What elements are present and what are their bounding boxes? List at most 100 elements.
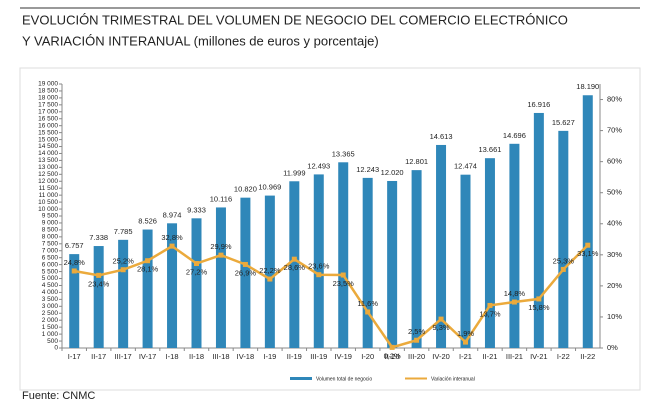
y-tick-label: 14 000	[38, 150, 58, 157]
line-value-label: 2,5%	[408, 327, 425, 336]
line-value-label: 28,1%	[137, 265, 159, 274]
bar	[191, 218, 202, 348]
bar	[533, 112, 544, 348]
bar	[93, 246, 104, 348]
bar	[558, 130, 569, 348]
x-tick-label: I-21	[459, 352, 472, 361]
y-tick-label: 3 500	[42, 296, 59, 303]
bar-value-label: 14.613	[430, 132, 453, 141]
bar	[484, 158, 495, 348]
line-marker	[365, 309, 371, 315]
bar-value-label: 16.916	[527, 100, 550, 109]
y-tick-label: 0	[54, 345, 58, 352]
x-tick-label: II-22	[580, 352, 595, 361]
line-value-label: 32,8%	[161, 233, 183, 242]
line-marker	[414, 337, 420, 343]
line-marker	[316, 272, 322, 278]
y-tick-label: 11 500	[39, 185, 59, 192]
x-tick-label: I-22	[557, 352, 570, 361]
line-value-label: 9,3%	[432, 323, 449, 332]
bar	[313, 174, 324, 348]
line-value-label: 27,2%	[186, 268, 208, 277]
x-tick-label: II-20	[385, 352, 400, 361]
legend-label: Volumen total de negocio	[316, 376, 372, 382]
bar-value-label: 12.493	[307, 161, 330, 170]
y-tick-label: 10 000	[38, 206, 58, 213]
y2-tick-label: 60%	[607, 157, 622, 166]
line-marker	[169, 243, 175, 249]
bar-value-label: 14.696	[503, 131, 526, 140]
line-marker	[267, 276, 273, 282]
y-tick-label: 16 500	[38, 115, 58, 122]
y-tick-label: 2 500	[42, 310, 59, 317]
y-tick-label: 7 000	[42, 247, 59, 254]
y-tick-label: 12 500	[38, 171, 58, 178]
y-tick-label: 15 000	[38, 136, 58, 143]
bar	[509, 143, 520, 348]
line-value-label: 23,5%	[333, 279, 355, 288]
line-value-label: 15,8%	[528, 303, 550, 312]
y2-tick-label: 20%	[607, 281, 622, 290]
bar	[118, 239, 129, 348]
bar	[69, 254, 80, 348]
line-marker	[96, 272, 102, 278]
bar-value-label: 7.785	[114, 227, 133, 236]
y2-tick-label: 40%	[607, 219, 622, 228]
line-marker	[536, 296, 542, 302]
legend-label: Variación interanual	[431, 376, 475, 382]
bar	[387, 180, 398, 348]
y-tick-label: 12 000	[38, 178, 58, 185]
y-tick-label: 7 500	[42, 241, 59, 248]
y-tick-label: 500	[47, 338, 58, 345]
line-marker	[438, 316, 444, 322]
x-tick-label: III-20	[408, 352, 425, 361]
line-value-label: 13,7%	[479, 309, 501, 318]
bar-value-label: 12.020	[381, 168, 404, 177]
line-value-label: 24,8%	[64, 258, 86, 267]
y-tick-label: 17 000	[38, 109, 58, 116]
y-tick-label: 18 000	[38, 95, 58, 102]
x-tick-label: II-18	[189, 352, 204, 361]
x-tick-label: II-17	[91, 352, 106, 361]
chart-subtitle: Y VARIACIÓN INTERANUAL (millones de euro…	[22, 33, 379, 48]
y-tick-label: 19 000	[38, 81, 58, 88]
line-marker	[463, 339, 468, 345]
x-tick-label: II-21	[482, 352, 497, 361]
y-tick-label: 4 500	[42, 282, 59, 289]
x-tick-label: I-17	[68, 352, 81, 361]
y-tick-label: 3 000	[42, 303, 59, 310]
line-marker	[120, 267, 126, 273]
x-tick-label: I-19	[263, 352, 276, 361]
y-tick-label: 10 500	[38, 199, 58, 206]
y-tick-label: 8 500	[42, 227, 59, 234]
x-tick-label: IV-18	[237, 352, 255, 361]
y-tick-label: 9 000	[42, 220, 59, 227]
line-marker	[340, 272, 346, 278]
line-value-label: 1,9%	[457, 329, 474, 338]
line	[74, 244, 589, 349]
line-value-label: 26,9%	[235, 268, 257, 277]
y-tick-label: 14 500	[38, 143, 58, 150]
legend-swatch	[290, 377, 312, 380]
y-tick-label: 16 000	[38, 122, 58, 129]
y-tick-label: 8 000	[42, 234, 59, 241]
x-tick-label: IV-21	[530, 352, 548, 361]
bar	[582, 95, 593, 349]
x-tick-label: IV-19	[334, 352, 352, 361]
line-value-label: 0,2%	[384, 351, 401, 360]
line-marker	[242, 261, 248, 267]
bar-value-label: 9.333	[187, 205, 206, 214]
y-tick-label: 15 500	[38, 129, 58, 136]
bar	[167, 223, 178, 348]
bar-value-label: 13.365	[332, 149, 355, 158]
line-value-label: 28,6%	[284, 263, 306, 272]
y-tick-label: 5 500	[42, 268, 59, 275]
bar-value-label: 10.969	[258, 183, 281, 192]
bar	[240, 197, 251, 348]
x-tick-label: I-20	[361, 352, 374, 361]
x-tick-label: III-19	[310, 352, 327, 361]
y2-tick-label: 80%	[607, 95, 622, 104]
y-tick-label: 4 000	[42, 289, 59, 296]
y2-tick-label: 70%	[607, 126, 622, 135]
bar-value-label: 8.974	[163, 210, 182, 219]
